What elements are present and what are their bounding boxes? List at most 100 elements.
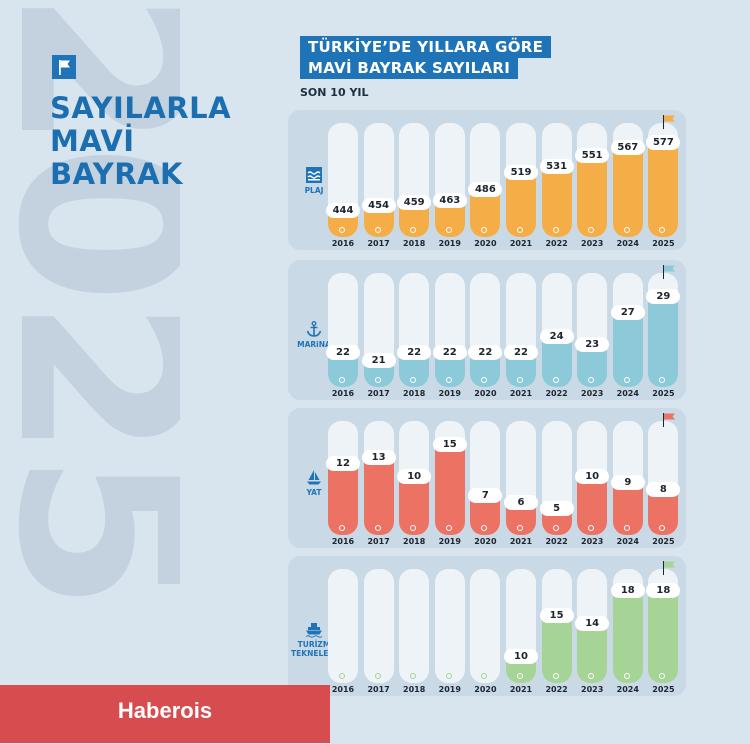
tick-label: 2019 [438,537,461,546]
data-label: 29 [646,289,681,304]
data-label: 7 [468,488,503,504]
bar-dot [659,673,666,679]
tick-label: 2024 [616,685,639,694]
bar-dot [445,377,452,383]
tick-label: 2018 [403,537,426,546]
bar-dot [481,227,488,233]
bar [328,464,358,535]
bar-track [399,123,430,237]
data-label: 14 [575,616,610,631]
chart-row: YAT 12 2016 13 2017 10 2018 15 2019 7 2020 6 2021 5 20… [288,408,686,548]
bar-dot [374,525,381,531]
bar-dot [339,673,345,679]
data-label: 22 [504,345,538,360]
pennant-flag-icon [662,412,678,428]
tick-label: 2019 [438,239,461,248]
bar-track [506,123,536,237]
tick-label: 2022 [545,537,568,546]
data-label: 551 [575,148,610,164]
tick-label: 2024 [616,537,639,546]
left-title-line: BAYRAK [50,157,184,191]
bar-dot [410,227,417,233]
bar-dot [588,377,595,383]
tick-label: 2021 [509,389,533,398]
data-label: 8 [646,481,681,497]
data-label: 22 [432,345,467,360]
data-label: 454 [361,197,396,213]
tick-label: 2022 [545,389,568,398]
bar-dot [517,673,523,679]
bar-dot [552,377,559,383]
tick-label: 2023 [581,239,604,248]
sailboat-icon [305,468,323,486]
bar-dot [517,525,523,531]
background-year: 2025 [0,0,180,607]
data-label: 15 [539,607,574,623]
tick-label: 2025 [652,537,675,546]
tick-label: 2017 [367,239,390,248]
data-label: 459 [397,195,432,211]
bar-track [541,123,572,237]
bar [648,297,679,387]
data-label: 10 [575,469,610,484]
tick-label: 2018 [403,239,426,248]
data-label: 519 [504,164,538,180]
bar-track [577,273,608,387]
data-label: 10 [504,649,538,664]
bar [648,143,679,237]
flag-icon [52,55,76,79]
data-label: 18 [610,583,645,598]
tick-label: 2023 [581,685,604,694]
bar-dot [445,227,452,233]
ship-icon [305,620,323,638]
bar-track [648,421,679,535]
tick-label: 2025 [652,685,675,694]
tick-label: 2020 [474,685,497,694]
bar-track [541,569,572,683]
bar-dot [374,227,381,233]
bar-dot [552,673,559,679]
bar-dot [517,227,523,233]
bar-track [470,569,501,683]
chart-row: PLAJ 444 2016 454 2017 459 2018 463 2019 486 2020 5… [288,110,686,250]
bar [577,156,608,237]
beach-icon [305,166,323,184]
bar-dot [552,525,559,531]
bar-track [506,569,536,683]
chart-row: TURİZM TEKNELERİ 2016 2017 2018 2019 2020 10 20… [288,556,686,696]
bar-track [434,569,465,683]
bar-track [648,273,679,387]
bar-dot [588,227,595,233]
bar [612,148,643,237]
tick-label: 2017 [367,389,390,398]
bar-track [506,421,536,535]
tick-label: 2022 [545,239,568,248]
bar-track [328,421,358,535]
bar-dot [339,525,345,531]
data-label: 21 [361,353,396,368]
bar [434,445,465,535]
data-label: 27 [610,305,645,320]
tick-label: 2024 [616,389,639,398]
bar-track [470,123,501,237]
bar-track [470,421,501,535]
bar-dot [659,377,666,383]
tick-label: 2023 [581,389,604,398]
bar-dot [659,525,666,531]
left-title-line: SAYILARLA [50,91,232,125]
bar-dot [481,673,488,679]
data-label: 444 [326,203,360,218]
chart-row: MARiNA 22 2016 21 2017 22 2018 22 2019 22 2020 22 20… [288,260,686,400]
bar-track [470,273,501,387]
series-label: YAT [306,488,322,497]
bar-dot [588,673,595,679]
tick-label: 2025 [652,389,675,398]
chart-subtitle: SON 10 YIL [300,86,369,99]
bar-track [363,273,394,387]
bar-dot [481,525,488,531]
pennant-flag-icon [662,560,678,576]
bar-dot [623,227,630,233]
data-label: 10 [397,469,432,484]
watermark: Haberois [0,685,330,743]
